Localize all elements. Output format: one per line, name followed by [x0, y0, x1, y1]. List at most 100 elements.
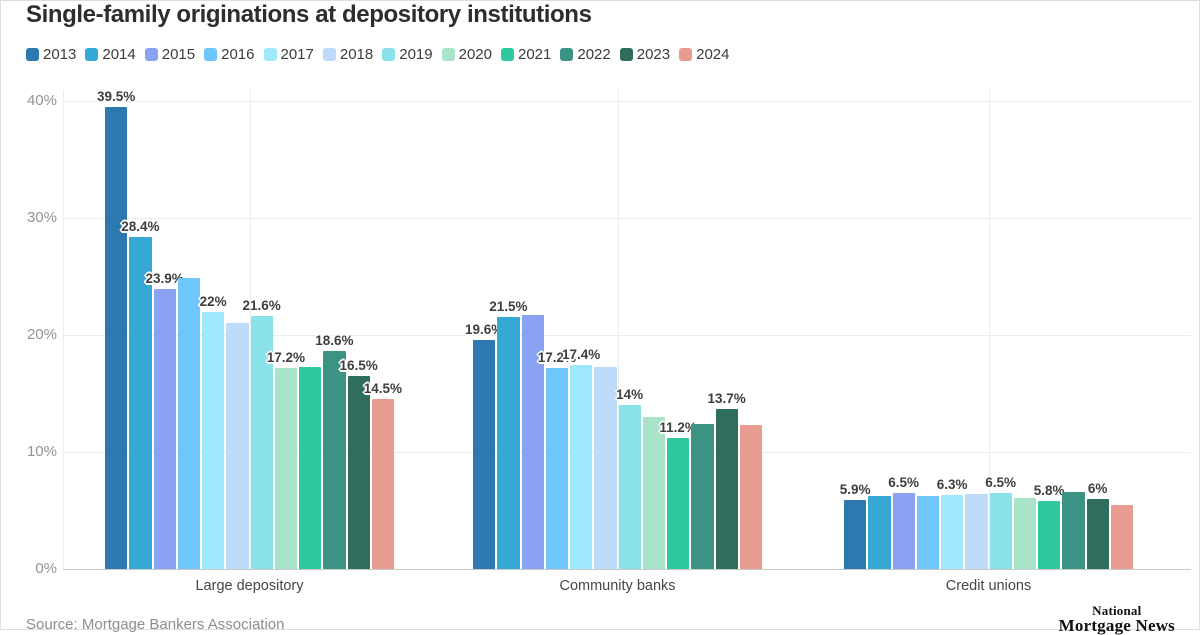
legend-item-2014: 2014: [85, 46, 136, 63]
bar-value-label: 16.5%: [339, 358, 378, 373]
legend-item-2022: 2022: [560, 46, 611, 63]
bar-2024-large-depository: 14.5%: [364, 381, 402, 569]
y-axis-tick-label: 40%: [26, 92, 57, 109]
bar-value-label: 6.5%: [888, 475, 920, 490]
legend-item-2018: 2018: [322, 46, 374, 63]
bar-2017-large-depository: 22%: [200, 294, 227, 569]
bar-2016-community-banks: 17.2%: [538, 350, 576, 569]
bar-2022-community-banks: [691, 424, 714, 569]
plot-area: 0% 10% 20% 30% 40% 39.5% 28.4% 23.9% 22% 21.6% 17.…: [1, 86, 1200, 631]
legend-year-label: 2023: [636, 46, 671, 63]
legend-year-label: 2024: [696, 46, 730, 63]
bar-value-label: 14.5%: [363, 381, 403, 396]
bar-2021-community-banks: 11.2%: [659, 420, 697, 569]
bar-value-label: 17.2%: [266, 350, 306, 365]
bar-2022-large-depository: 18.6%: [315, 333, 354, 569]
bar-2014-credit-unions: [868, 496, 891, 569]
bar-value-label: 22%: [199, 294, 227, 309]
bar-2013-community-banks: 19.6%: [465, 322, 503, 569]
gridline-v: [988, 90, 990, 569]
gridline-v: [249, 90, 251, 569]
bar-2022-credit-unions: [1062, 492, 1085, 569]
legend-year-label: 2015: [161, 46, 196, 63]
legend-year-label: 2022: [577, 46, 611, 63]
bar-2023-credit-unions: 6%: [1086, 481, 1109, 569]
bar-2013-large-depository: 39.5%: [97, 89, 135, 569]
gridline-v: [63, 90, 64, 569]
legend-swatch-2014: [85, 48, 99, 61]
bar-group-community-banks: 19.6% 21.5% 17.2% 17.4% 14% 11.2% 13.7%: [465, 86, 763, 569]
legend-swatch-2024: [679, 48, 693, 61]
legend-item-2017: 2017: [263, 46, 314, 63]
bar-value-label: 21.6%: [242, 298, 281, 313]
bar-2014-community-banks: 21.5%: [489, 299, 528, 569]
legend-swatch-2013: [26, 48, 39, 61]
bar-value-label: 13.7%: [707, 391, 746, 406]
legend-year-label: 2014: [102, 46, 136, 63]
bar-2018-large-depository: [226, 323, 249, 569]
bar-2020-credit-unions: [1013, 498, 1036, 569]
gridline-h: [63, 569, 1191, 570]
legend-year-label: 2018: [339, 46, 374, 63]
legend-swatch-2019: [382, 48, 396, 61]
legend-item-2024: 2024: [679, 46, 730, 63]
chart-title: Single-family originations at depository…: [26, 1, 592, 28]
bar-2013-credit-unions: 5.9%: [840, 482, 871, 569]
legend-swatch-2023: [619, 48, 633, 61]
legend-year-label: 2020: [458, 46, 492, 63]
bar-2020-large-depository: 17.2%: [267, 350, 305, 569]
bar-2023-community-banks: 13.7%: [707, 391, 746, 569]
legend: 2013 2014 2015 2016 2017 2018 2019 2020 2021 2022…: [26, 46, 730, 63]
legend-swatch-2022: [560, 48, 574, 61]
legend-year-label: 2017: [280, 46, 314, 63]
logo-line-national: National: [1092, 603, 1142, 618]
legend-item-2013: 2013: [26, 46, 76, 63]
legend-swatch-2018: [322, 48, 336, 61]
legend-swatch-2020: [441, 48, 455, 61]
gridline-v: [617, 90, 619, 569]
bar-2021-large-depository: [299, 367, 322, 569]
legend-swatch-2021: [501, 48, 514, 61]
bar-value-label: 21.5%: [489, 299, 528, 314]
bar-value-label: 28.4%: [121, 219, 160, 234]
legend-item-2020: 2020: [441, 46, 492, 63]
bar-value-label: 17.4%: [561, 347, 601, 362]
y-axis-tick-label: 20%: [26, 326, 57, 343]
category-label: Large depository: [195, 578, 304, 594]
bar-2020-community-banks: [642, 417, 665, 569]
bar-2017-community-banks: 17.4%: [562, 347, 600, 569]
bar-value-label: 39.5%: [96, 89, 136, 104]
bar-2017-credit-unions: 6.3%: [937, 477, 968, 569]
legend-item-2016: 2016: [204, 46, 255, 63]
legend-year-label: 2021: [518, 46, 552, 63]
bar-value-label: 5.9%: [839, 482, 871, 497]
bar-value-label: 6.5%: [985, 475, 1017, 490]
gridline-h: [63, 335, 1191, 336]
bar-value-label: 17.2%: [537, 350, 577, 365]
gridline-h: [63, 101, 1191, 102]
bar-2018-community-banks: [594, 367, 617, 569]
legend-swatch-2015: [144, 48, 158, 61]
y-axis-tick-label: 0%: [35, 560, 57, 577]
bar-value-label: 11.2%: [659, 420, 697, 435]
legend-item-2019: 2019: [382, 46, 433, 63]
bar-2016-credit-unions: [916, 496, 939, 569]
bar-value-label: 6%: [1087, 481, 1108, 496]
bar-group-credit-unions: 5.9% 6.5% 6.3% 6.5% 5.8% 6%: [840, 86, 1134, 569]
bar-value-label: 14%: [616, 387, 644, 402]
bar-2016-large-depository: [177, 278, 200, 569]
bar-2019-large-depository: 21.6%: [242, 298, 281, 569]
bar-2019-credit-unions: 6.5%: [985, 475, 1016, 569]
bar-value-label: 18.6%: [315, 333, 354, 348]
legend-year-label: 2019: [399, 46, 433, 63]
y-axis-tick-label: 30%: [26, 209, 57, 226]
bar-value-label: 23.9%: [145, 271, 184, 286]
bar-group-large-depository: 39.5% 28.4% 23.9% 22% 21.6% 17.2% 18.6% 16.5% 14…: [97, 86, 402, 569]
bar-2021-credit-unions: 5.8%: [1034, 483, 1065, 569]
bar-2015-community-banks: [521, 315, 544, 569]
category-label: Community banks: [559, 578, 676, 594]
logo-line-mortgage-news: Mortgage News: [1058, 616, 1175, 635]
y-axis-tick-label: 10%: [26, 443, 57, 460]
bar-2015-credit-unions: 6.5%: [888, 475, 919, 569]
bar-2019-community-banks: 14%: [616, 387, 643, 569]
